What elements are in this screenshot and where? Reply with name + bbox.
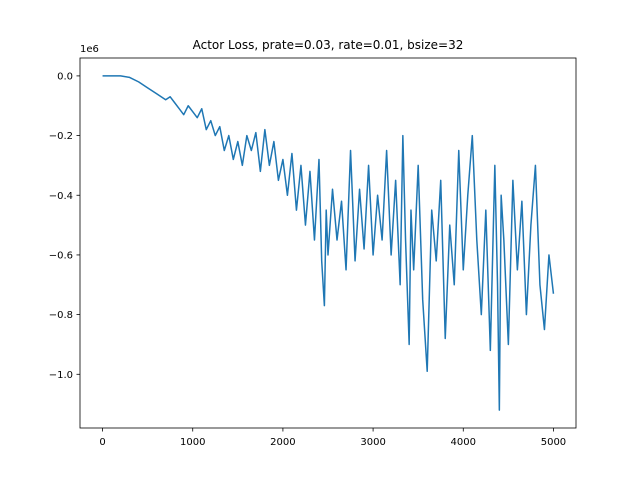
plot-area-frame: [79, 57, 577, 429]
y-tick-label: −0.8: [49, 310, 73, 321]
x-tick-label: 4000: [451, 437, 476, 448]
series-line: [102, 75, 555, 411]
y-tick-label: −0.4: [49, 191, 73, 202]
x-tick-label: 1000: [180, 437, 205, 448]
x-tick-label: 0: [99, 437, 105, 448]
y-tick-label: −0.6: [49, 251, 73, 262]
y-tick-label: −1.0: [49, 370, 73, 381]
y-tick-label: −0.2: [49, 131, 73, 142]
x-tick-label: 3000: [360, 437, 385, 448]
y-axis-ticks: 0.0 −0.2 −0.4 −0.6 −0.8 −1.0: [49, 72, 80, 381]
y-axis-offset-label: 1e6: [80, 44, 99, 55]
x-tick-label: 2000: [270, 437, 295, 448]
x-tick-label: 5000: [541, 437, 566, 448]
y-tick-label: 0.0: [57, 72, 73, 83]
chart-title: Actor Loss, prate=0.03, rate=0.01, bsize…: [193, 38, 464, 52]
series-layer: [102, 75, 555, 411]
x-axis-ticks: 0 1000 2000 3000 4000 5000: [99, 428, 566, 448]
